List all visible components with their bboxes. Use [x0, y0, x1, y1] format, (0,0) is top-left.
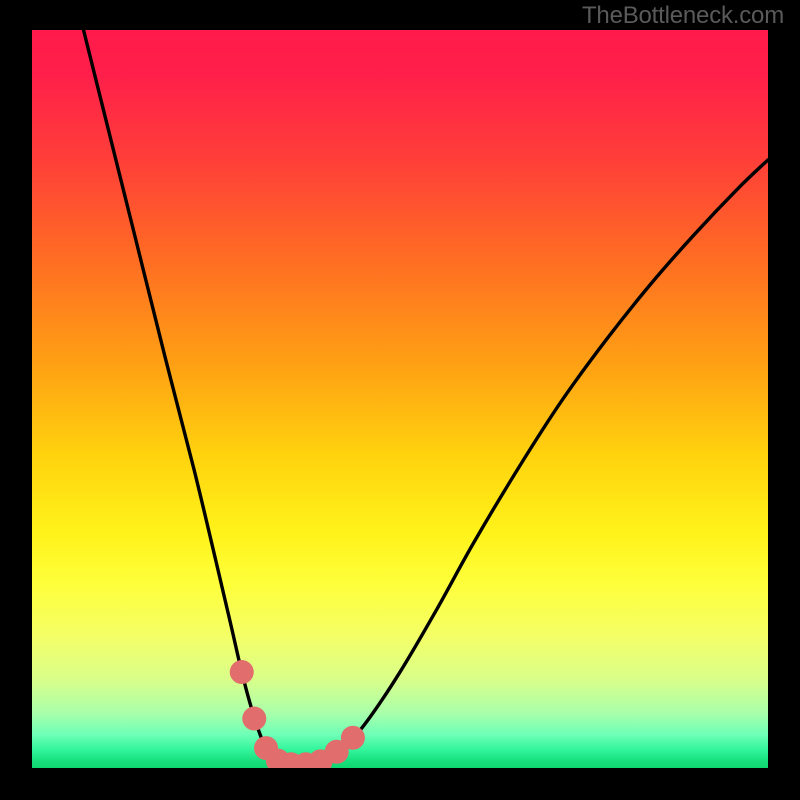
marker-dot	[242, 707, 266, 731]
watermark-text: TheBottleneck.com	[582, 2, 784, 30]
plot-area	[32, 30, 768, 768]
bottleneck-curve	[32, 30, 768, 768]
marker-dot	[341, 726, 365, 750]
curve-branch	[84, 30, 284, 764]
marker-dot	[230, 660, 254, 684]
curve-branch	[318, 160, 768, 764]
chart-container: TheBottleneck.com	[0, 0, 800, 800]
